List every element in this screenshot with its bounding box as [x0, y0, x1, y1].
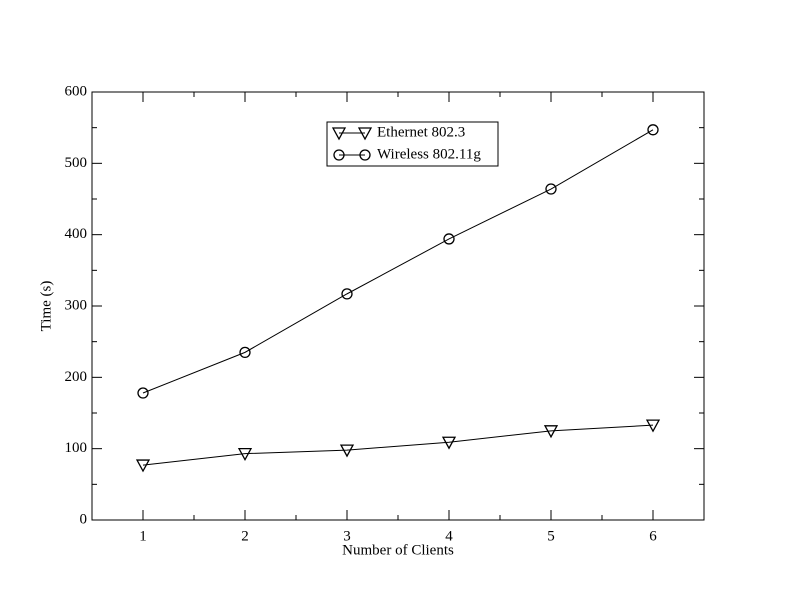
legend-label: Ethernet 802.3 — [377, 124, 465, 140]
series-line — [142, 424, 654, 466]
x-axis-label: Number of Clients — [342, 542, 454, 558]
y-tick-label: 100 — [65, 440, 88, 456]
marker — [239, 346, 251, 359]
marker — [647, 124, 659, 136]
marker — [331, 127, 347, 141]
y-axis-label: Time (s) — [38, 281, 54, 332]
y-tick-label: 200 — [65, 369, 88, 385]
x-tick-label: 5 — [547, 528, 555, 544]
legend-box — [326, 121, 499, 167]
marker — [237, 448, 253, 462]
x-tick-label: 6 — [649, 528, 657, 544]
x-tick-label: 3 — [343, 528, 351, 544]
y-tick-label: 0 — [80, 511, 88, 527]
series-line — [142, 129, 654, 394]
marker — [443, 233, 455, 245]
legend-label: Wireless 802.11g — [377, 146, 481, 162]
marker — [543, 425, 559, 439]
marker — [545, 183, 557, 195]
y-tick-label: 500 — [65, 155, 88, 171]
x-tick-label: 2 — [241, 528, 249, 544]
x-tick-label: 1 — [139, 528, 147, 544]
y-tick-label: 600 — [65, 83, 88, 99]
y-tick-label: 300 — [65, 297, 88, 313]
marker — [341, 288, 353, 300]
y-tick-label: 400 — [65, 226, 88, 242]
marker — [339, 444, 355, 458]
marker — [357, 127, 373, 141]
marker — [645, 419, 661, 433]
marker — [137, 387, 149, 399]
marker — [135, 459, 151, 473]
marker — [359, 149, 371, 161]
x-tick-label: 4 — [445, 528, 453, 544]
marker — [333, 149, 345, 161]
marker — [441, 436, 457, 450]
